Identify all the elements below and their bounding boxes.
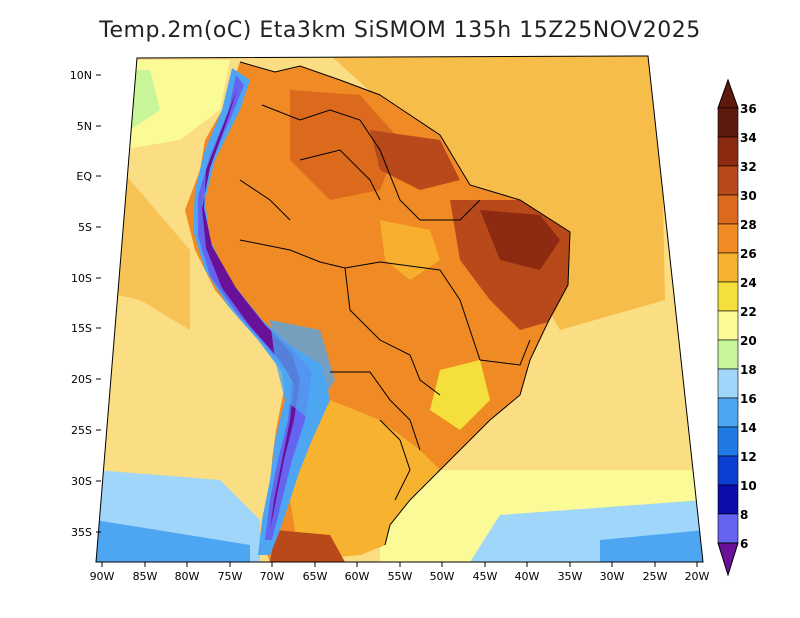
- colorbar-seg-32-34: [717, 136, 739, 167]
- colorbar-seg-22-24: [717, 281, 739, 312]
- colorbar-seg-14-16: [717, 397, 739, 428]
- map-frame: [95, 55, 704, 563]
- colorbar-seg-6-8: [717, 513, 739, 544]
- lon-tick-65w: 65W: [303, 570, 328, 583]
- map-title: Temp.2m(oC) Eta3km SiSMOM 135h 15Z25NOV2…: [99, 18, 701, 43]
- colorbar-bottom-arrow: [717, 542, 739, 577]
- southeast-highlands: [430, 360, 490, 430]
- lon-tick-45w: 45W: [473, 570, 498, 583]
- lon-tick-80w: 80W: [175, 570, 200, 583]
- colorbar-label-10: 10: [740, 479, 757, 493]
- pacific-colder-south: [96, 520, 250, 562]
- colorbar-label-36: 36: [740, 102, 757, 116]
- lat-tick-5n: 5N: [77, 120, 92, 133]
- andes-coldest-core: [202, 86, 300, 530]
- lat-tick-10s: 10S: [71, 272, 92, 285]
- colorbar-label-32: 32: [740, 160, 757, 174]
- lon-tick-90w: 90W: [90, 570, 115, 583]
- colorbar-label-34: 34: [740, 131, 757, 145]
- colorbar-seg-18-20: [717, 339, 739, 370]
- lat-tick-30s: 30S: [71, 475, 92, 488]
- colorbar-top-arrow: [717, 78, 739, 109]
- lon-tick-30w: 30W: [600, 570, 625, 583]
- lat-tick-5s: 5S: [78, 221, 92, 234]
- colorbar-label-28: 28: [740, 218, 757, 232]
- colorbar: 36 34 32 30 28 26 24 22 20 18 16 14 12 1…: [717, 78, 757, 577]
- colorbar-seg-26-28: [717, 223, 739, 254]
- colorbar-seg-24-26: [717, 252, 739, 283]
- lat-tick-20s: 20S: [71, 373, 92, 386]
- lon-tick-85w: 85W: [133, 570, 158, 583]
- southern-cone: [290, 400, 440, 560]
- lon-tick-40w: 40W: [515, 570, 540, 583]
- colorbar-label-14: 14: [740, 421, 757, 435]
- colorbar-seg-20-22: [717, 310, 739, 341]
- lat-tick-eq: EQ: [76, 170, 92, 183]
- lat-tick-10n: 10N: [70, 69, 92, 82]
- colorbar-label-26: 26: [740, 247, 757, 261]
- colorbar-label-6: 6: [740, 537, 748, 551]
- lon-tick-25w: 25W: [643, 570, 668, 583]
- lon-tick-20w: 20W: [685, 570, 710, 583]
- colorbar-seg-34-36: [717, 107, 739, 138]
- colorbar-label-16: 16: [740, 392, 757, 406]
- colorbar-seg-30-32: [717, 165, 739, 196]
- colorbar-label-12: 12: [740, 450, 757, 464]
- patagonia-hot: [270, 530, 345, 562]
- colorbar-seg-10-12: [717, 455, 739, 486]
- lat-tick-25s: 25S: [71, 424, 92, 437]
- lon-tick-75w: 75W: [218, 570, 243, 583]
- colorbar-seg-28-30: [717, 194, 739, 225]
- colorbar-seg-8-10: [717, 484, 739, 515]
- longitude-axis: 90W 85W 80W 75W 70W 65W 60W 55W 50W 45W …: [90, 562, 710, 583]
- colorbar-label-20: 20: [740, 334, 757, 348]
- country-borders: [239, 61, 571, 546]
- colorbar-label-22: 22: [740, 305, 757, 319]
- lon-tick-70w: 70W: [260, 570, 285, 583]
- colorbar-seg-16-18: [717, 368, 739, 399]
- lon-tick-50w: 50W: [430, 570, 455, 583]
- latitude-axis: 10N 5N EQ 5S 10S 15S 20S 25S 30S 35S: [70, 69, 101, 539]
- amazon-hot: [290, 90, 400, 200]
- colorbar-label-30: 30: [740, 189, 757, 203]
- temperature-field: [96, 56, 703, 562]
- colorbar-seg-12-14: [717, 426, 739, 457]
- lon-tick-55w: 55W: [388, 570, 413, 583]
- lat-tick-15s: 15S: [71, 322, 92, 335]
- lon-tick-35w: 35W: [558, 570, 583, 583]
- central-plateau: [380, 220, 440, 280]
- lon-tick-60w: 60W: [345, 570, 370, 583]
- lat-tick-35s: 35S: [71, 526, 92, 539]
- northeast-hottest: [480, 210, 560, 270]
- guiana-hot: [370, 130, 460, 190]
- colorbar-label-18: 18: [740, 363, 757, 377]
- altiplano: [270, 320, 335, 420]
- colorbar-label-24: 24: [740, 276, 757, 290]
- colorbar-label-8: 8: [740, 508, 748, 522]
